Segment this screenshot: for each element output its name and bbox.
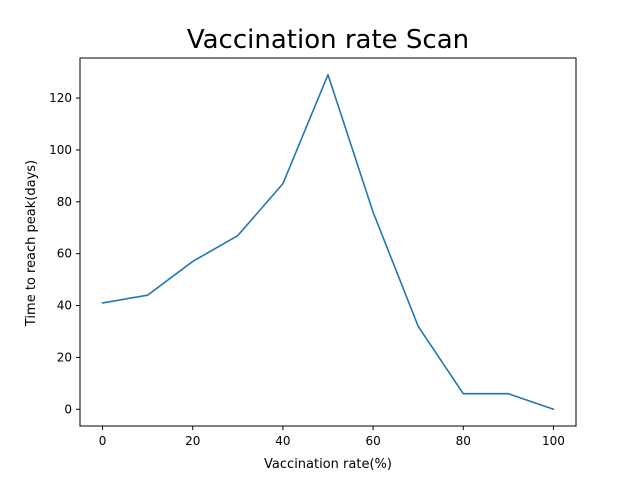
y-tick-label: 100 xyxy=(49,143,72,157)
axes-frame xyxy=(79,57,577,427)
series-layer xyxy=(101,73,555,411)
y-tick-label: 120 xyxy=(49,91,72,105)
chart-title: Vaccination rate Scan xyxy=(187,25,469,55)
x-tick-label: 20 xyxy=(185,434,200,448)
x-tick-label: 0 xyxy=(99,434,107,448)
x-tick-label: 80 xyxy=(456,434,471,448)
plot-background xyxy=(80,58,576,426)
x-tick-label: 100 xyxy=(542,434,565,448)
x-tick-label: 40 xyxy=(275,434,290,448)
x-axis-ticks: 0 20 40 60 80 100 xyxy=(99,426,565,448)
plot-area xyxy=(80,58,576,426)
y-tick-label: 80 xyxy=(57,195,72,209)
y-axis-label: Time to reach peak(days) xyxy=(24,160,39,327)
series-line xyxy=(101,73,555,411)
y-tick-label: 60 xyxy=(57,247,72,261)
y-tick-label: 20 xyxy=(57,350,72,364)
x-tick-label: 60 xyxy=(365,434,380,448)
y-axis-ticks: 0 20 40 60 80 100 120 xyxy=(49,91,80,416)
x-axis-label: Vaccination rate(%) xyxy=(264,457,392,472)
y-tick-label: 40 xyxy=(57,299,72,313)
y-tick-label: 0 xyxy=(64,402,72,416)
